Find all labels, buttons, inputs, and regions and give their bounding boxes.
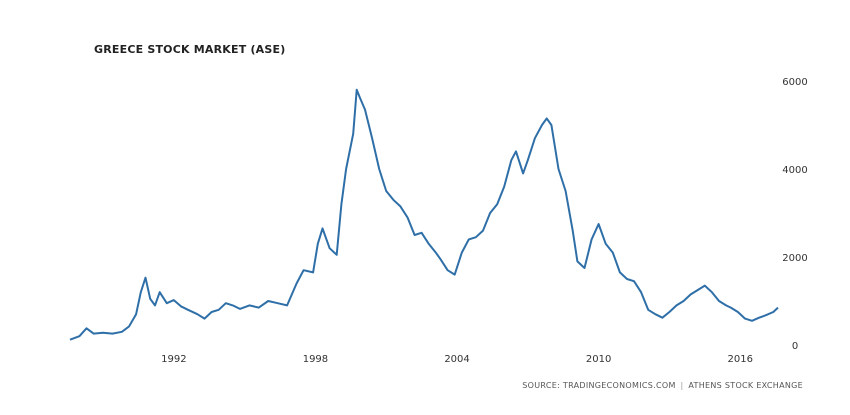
y-tick-2000: 2000	[782, 253, 807, 264]
x-tick-1992: 1992	[161, 354, 186, 365]
source-note: SOURCE: TRADINGECONOMICS.COM | ATHENS ST…	[522, 381, 803, 390]
x-tick-1998: 1998	[303, 354, 328, 365]
source-organization: ATHENS STOCK EXCHANGE	[688, 381, 803, 390]
chart-title: GREECE STOCK MARKET (ASE)	[94, 43, 286, 56]
source-text: SOURCE: TRADINGECONOMICS.COM	[522, 381, 676, 390]
y-tick-labels: 6000 4000 2000 0	[782, 77, 807, 352]
series-line-0	[69, 88, 779, 341]
y-tick-6000: 6000	[782, 77, 807, 88]
y-tick-0: 0	[792, 341, 798, 352]
x-tick-labels: 1992 1998 2004 2010 2016	[161, 354, 753, 365]
x-tick-2010: 2010	[586, 354, 611, 365]
x-tick-2004: 2004	[444, 354, 469, 365]
y-tick-4000: 4000	[782, 165, 807, 176]
source-separator: |	[680, 381, 684, 390]
x-tick-2016: 2016	[728, 354, 753, 365]
series-layer	[69, 88, 779, 341]
